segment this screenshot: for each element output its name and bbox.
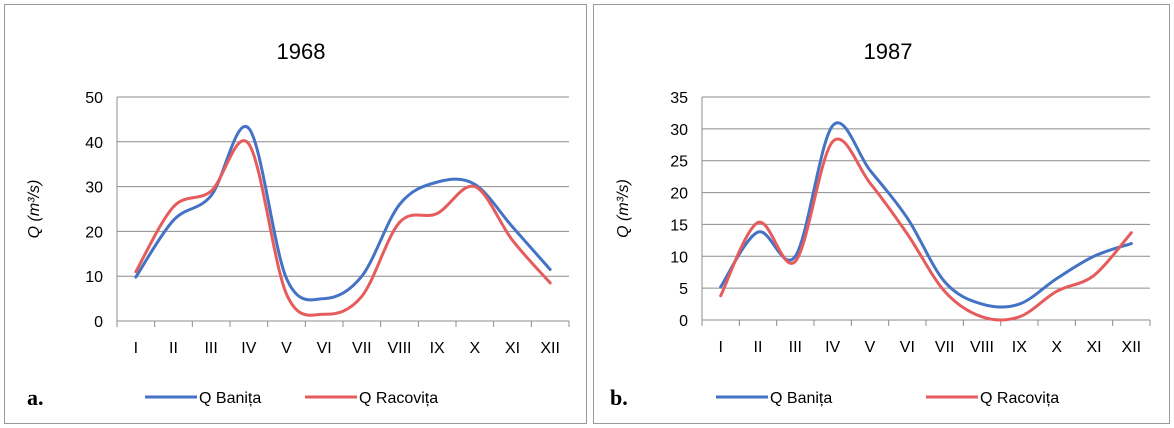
panel-label: b. — [610, 385, 628, 410]
chart-title: 1987 — [864, 39, 913, 64]
x-tick-label: IV — [825, 339, 840, 356]
x-tick-label: V — [865, 339, 876, 356]
x-tick-label: XII — [1122, 339, 1142, 356]
x-tick-label: I — [718, 339, 722, 356]
x-tick-label: VIII — [387, 340, 411, 357]
y-tick-label: 30 — [670, 122, 688, 139]
x-tick-label: VII — [352, 340, 372, 357]
x-tick-label: VII — [935, 339, 955, 356]
x-tick-label: III — [789, 339, 802, 356]
x-tick-label: IX — [1012, 339, 1027, 356]
x-tick-label: II — [169, 340, 178, 357]
y-axis-label: Q (m³/s) — [615, 179, 632, 238]
x-tick-label: VIII — [970, 339, 994, 356]
y-tick-label: 35 — [670, 90, 688, 107]
chart-panel-1987: 1987 0 5 10 15 20 25 30 35 I II III IV V VI VII VIII IX X X… — [593, 4, 1170, 424]
y-tick-label: 15 — [670, 217, 688, 234]
x-tick-label: VI — [900, 339, 915, 356]
panel-label: a. — [27, 385, 44, 410]
y-tick-label: 20 — [85, 224, 103, 241]
chart-title: 1968 — [277, 39, 326, 64]
legend-label: Q Racovița — [359, 390, 438, 407]
series-line-banita — [719, 121, 1133, 309]
series-line-banita — [134, 124, 552, 302]
x-tick-label: III — [204, 340, 217, 357]
chart-panel-1968: 1968 0 10 20 30 40 50 I II III IV V VI VII VIII IX X XI XI… — [4, 4, 587, 424]
x-tick-label: X — [1051, 339, 1062, 356]
series-line-racovita — [134, 139, 552, 317]
y-tick-label: 0 — [94, 314, 103, 331]
y-tick-label: 10 — [85, 269, 103, 286]
y-tick-label: 10 — [670, 249, 688, 266]
x-tick-label: II — [754, 339, 763, 356]
series-line-racovita — [719, 137, 1133, 322]
x-tick-label: VI — [317, 340, 332, 357]
x-tick-label: I — [134, 340, 138, 357]
x-tick-label: IX — [430, 340, 445, 357]
legend-label: Q Racovița — [980, 390, 1059, 407]
y-tick-label: 30 — [85, 180, 103, 197]
y-tick-label: 20 — [670, 186, 688, 203]
x-tick-label: IV — [241, 340, 256, 357]
y-tick-label: 0 — [679, 313, 688, 330]
y-axis-label: Q (m³/s) — [26, 180, 43, 239]
legend-label: Q Banița — [770, 390, 832, 407]
x-tick-label: XI — [1086, 339, 1101, 356]
x-tick-label: XII — [540, 340, 560, 357]
y-tick-label: 40 — [85, 135, 103, 152]
x-tick-label: XI — [505, 340, 520, 357]
x-tick-label: V — [281, 340, 292, 357]
y-tick-label: 50 — [85, 90, 103, 107]
y-tick-label: 25 — [670, 154, 688, 171]
y-tick-label: 5 — [679, 281, 688, 298]
x-tick-label: X — [469, 340, 480, 357]
legend-label: Q Banița — [199, 390, 261, 407]
